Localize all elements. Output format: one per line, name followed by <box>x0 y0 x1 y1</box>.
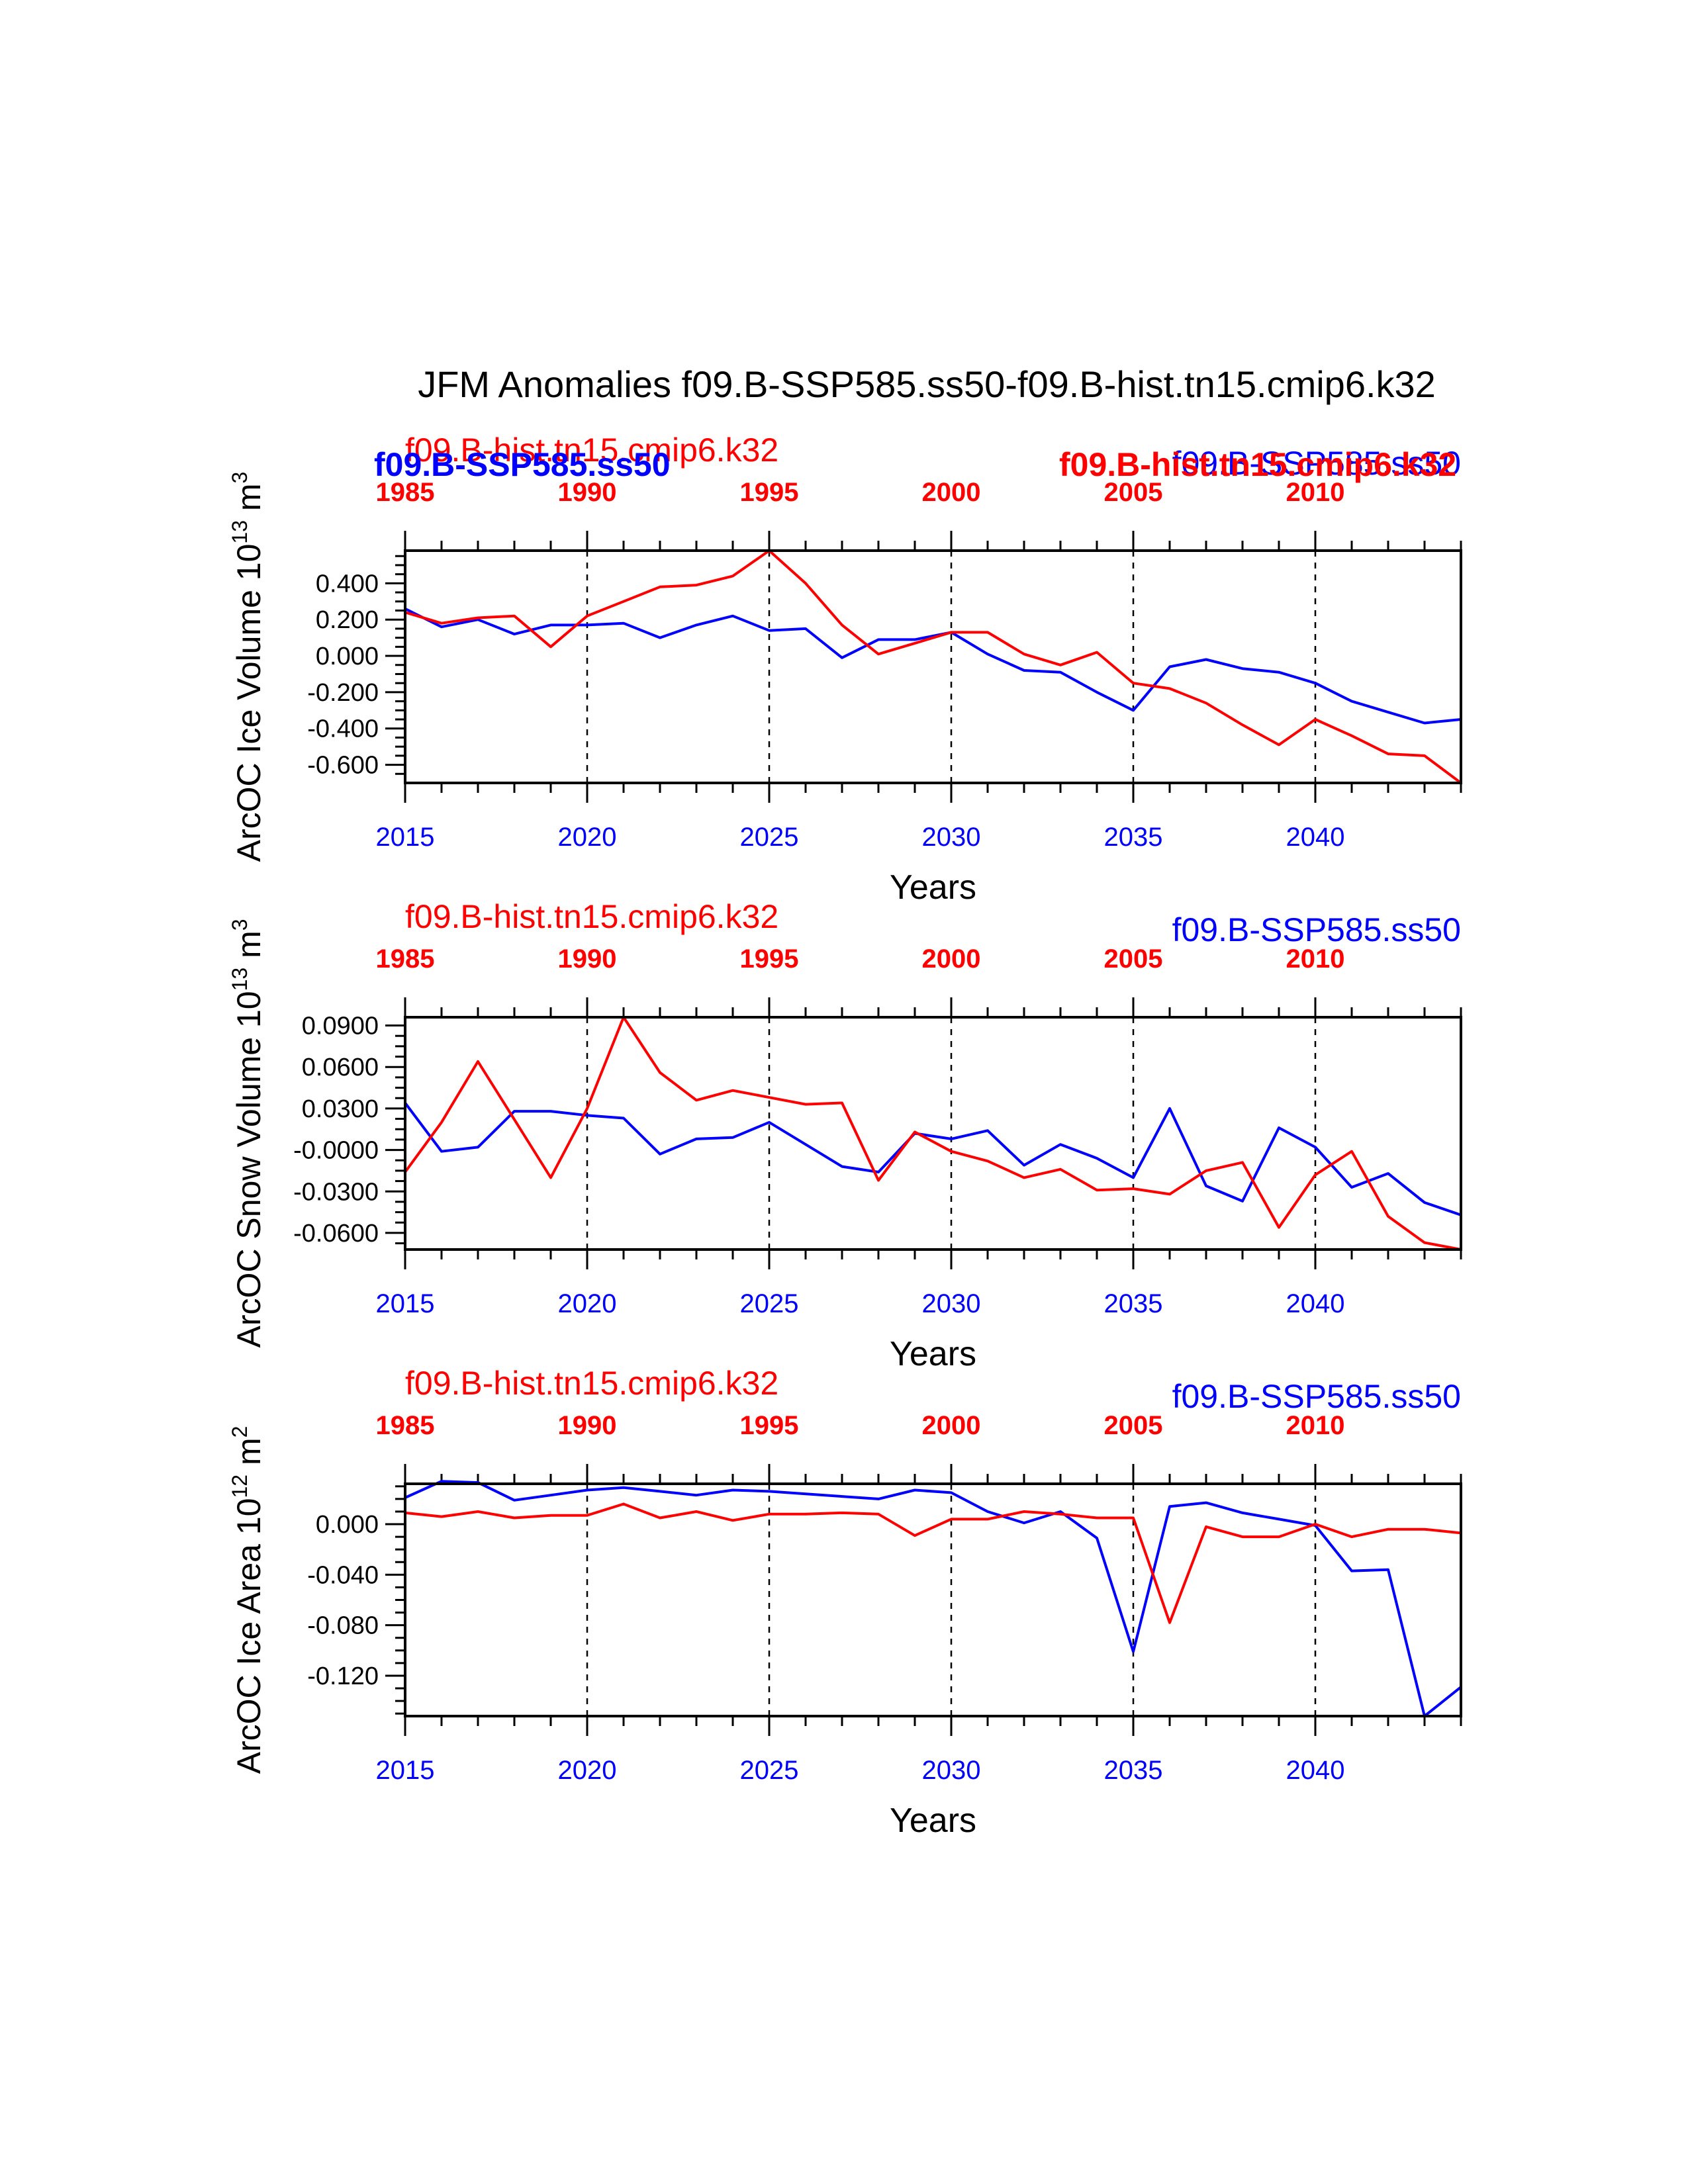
x-tick-label-bottom: 2025 <box>740 1756 799 1785</box>
x-tick-label-bottom: 2030 <box>922 1756 981 1785</box>
panel-2: 0.0900 0.0600 0.0300 -0.0000 -0.0300 -0.0600 2… <box>228 898 1462 1373</box>
y-tick-label: 0.000 <box>316 643 379 670</box>
x-tick-label-bottom: 2040 <box>1286 1289 1345 1318</box>
series-line-model <box>404 608 1462 725</box>
x-tick-label-top: 1985 <box>376 478 435 507</box>
x-tick-label-bottom: 2030 <box>922 823 981 852</box>
y-axis-label-ylabel-unit-exp: 2 <box>228 1426 252 1438</box>
x-tick-label-top: 1985 <box>376 944 435 974</box>
x-tick-label-bottom: 2035 <box>1104 1289 1163 1318</box>
y-axis-label-ylabel: ArcOC Ice Area 10 <box>230 1498 267 1774</box>
x-tick-label-top: 2005 <box>1104 944 1163 974</box>
y-axis-label-ylabel-exp: 12 <box>228 1475 252 1498</box>
plot-frame <box>404 1016 1462 1251</box>
x-tick-label-bottom: 2015 <box>376 1289 435 1318</box>
x-tick-label-bottom: 2030 <box>922 1289 981 1318</box>
y-tick-label: -0.120 <box>307 1662 379 1690</box>
y-axis-label-ylabel: ArcOC Ice Volume 10 <box>230 544 267 862</box>
y-tick-label: -0.400 <box>307 715 379 743</box>
overlay-label-control: f09.B-hist.tn15.cmip6.k32 <box>1059 446 1456 483</box>
x-tick-label-top: 2005 <box>1104 478 1163 507</box>
y-axis-label-ylabel-unit: m <box>230 1437 267 1475</box>
x-tick-label-bottom: 2020 <box>558 1756 617 1785</box>
series-caption-model: f09.B-SSP585.ss50 <box>1172 445 1461 482</box>
y-tick-label: -0.080 <box>307 1612 379 1640</box>
series-line-model <box>404 1102 1462 1216</box>
series-line-model <box>404 1480 1462 1717</box>
y-axis-label-ylabel-unit-exp: 3 <box>228 919 252 931</box>
x-tick-label-top: 1990 <box>558 944 617 974</box>
y-tick-label: -0.600 <box>307 752 379 780</box>
x-tick-label-top: 2010 <box>1286 1411 1345 1440</box>
panels: 0.400 0.200 0.000 -0.200 -0.400 -0.600 2015 202… <box>228 432 1462 1840</box>
x-tick-label-top: 2010 <box>1286 944 1345 974</box>
x-axis-label: Years <box>890 1801 976 1840</box>
y-axis-label-ylabel-exp: 13 <box>228 968 252 991</box>
x-tick-label-top: 2000 <box>922 944 981 974</box>
x-tick-label-top: 1995 <box>740 1411 799 1440</box>
x-tick-label-top: 1990 <box>558 1411 617 1440</box>
y-tick-label: 0.0900 <box>302 1013 379 1040</box>
x-tick-label-bottom: 2015 <box>376 1756 435 1785</box>
y-axis-label-ylabel-unit: m <box>230 483 267 520</box>
x-tick-label-top: 1990 <box>558 478 617 507</box>
figure-title: JFM Anomalies f09.B-SSP585.ss50-f09.B-hi… <box>418 363 1436 405</box>
y-axis-label: ArcOC Ice Area 1012 m2 <box>228 1426 267 1774</box>
series-line-control <box>404 549 1462 784</box>
x-tick-label-top: 2000 <box>922 1411 981 1440</box>
y-tick-label: 0.0300 <box>302 1095 379 1123</box>
y-axis-label: ArcOC Ice Volume 1013 m3 <box>228 472 267 862</box>
panel-3: 0.000 -0.040 -0.080 -0.120 2015 2020 2025 2030 2… <box>228 1365 1462 1840</box>
x-tick-label-top: 2010 <box>1286 478 1345 507</box>
x-tick-label-bottom: 2040 <box>1286 1756 1345 1785</box>
series-caption-model: f09.B-SSP585.ss50 <box>1172 911 1461 948</box>
x-tick-label-top: 1995 <box>740 944 799 974</box>
series-caption-control: f09.B-hist.tn15.cmip6.k32 <box>405 432 778 469</box>
x-tick-label-bottom: 2035 <box>1104 1756 1163 1785</box>
x-tick-label-top: 1985 <box>376 1411 435 1440</box>
x-tick-label-top: 1995 <box>740 478 799 507</box>
x-tick-label-bottom: 2015 <box>376 823 435 852</box>
x-tick-label-top: 2005 <box>1104 1411 1163 1440</box>
x-tick-label-bottom: 2025 <box>740 1289 799 1318</box>
overlay-label-model: f09.B-SSP585.ss50 <box>374 446 671 483</box>
y-axis-label-ylabel-unit-exp: 3 <box>228 472 252 484</box>
y-axis-label-ylabel-unit: m <box>230 931 267 968</box>
y-axis-label: ArcOC Snow Volume 1013 m3 <box>228 919 267 1347</box>
series-caption-model: f09.B-SSP585.ss50 <box>1172 1378 1461 1415</box>
x-axis-label: Years <box>890 1335 976 1373</box>
series-caption-control: f09.B-hist.tn15.cmip6.k32 <box>405 1365 778 1402</box>
series-caption-control: f09.B-hist.tn15.cmip6.k32 <box>405 898 778 935</box>
x-axis-label: Years <box>890 868 976 907</box>
x-tick-label-bottom: 2035 <box>1104 823 1163 852</box>
plot-frame <box>404 549 1462 784</box>
y-tick-label: 0.000 <box>316 1511 379 1539</box>
y-axis-label-ylabel: ArcOC Snow Volume 10 <box>230 991 267 1347</box>
x-tick-label-top: 2000 <box>922 478 981 507</box>
y-tick-label: 0.0600 <box>302 1054 379 1081</box>
x-tick-label-bottom: 2020 <box>558 1289 617 1318</box>
y-axis-label-ylabel-exp: 13 <box>228 520 252 544</box>
y-tick-label: -0.0300 <box>293 1178 379 1206</box>
y-tick-label: 0.200 <box>316 606 379 634</box>
y-tick-label: -0.0000 <box>293 1137 379 1165</box>
x-tick-label-bottom: 2020 <box>558 823 617 852</box>
x-tick-label-bottom: 2025 <box>740 823 799 852</box>
x-tick-label-bottom: 2040 <box>1286 823 1345 852</box>
plot-frame <box>404 1482 1462 1717</box>
y-tick-label: -0.040 <box>307 1561 379 1589</box>
series-line-control <box>404 1016 1462 1251</box>
y-tick-label: -0.0600 <box>293 1220 379 1248</box>
y-tick-label: -0.200 <box>307 679 379 707</box>
series-line-control <box>404 1502 1462 1624</box>
panel-1: 0.400 0.200 0.000 -0.200 -0.400 -0.600 2015 202… <box>228 432 1462 907</box>
y-tick-label: 0.400 <box>316 570 379 598</box>
